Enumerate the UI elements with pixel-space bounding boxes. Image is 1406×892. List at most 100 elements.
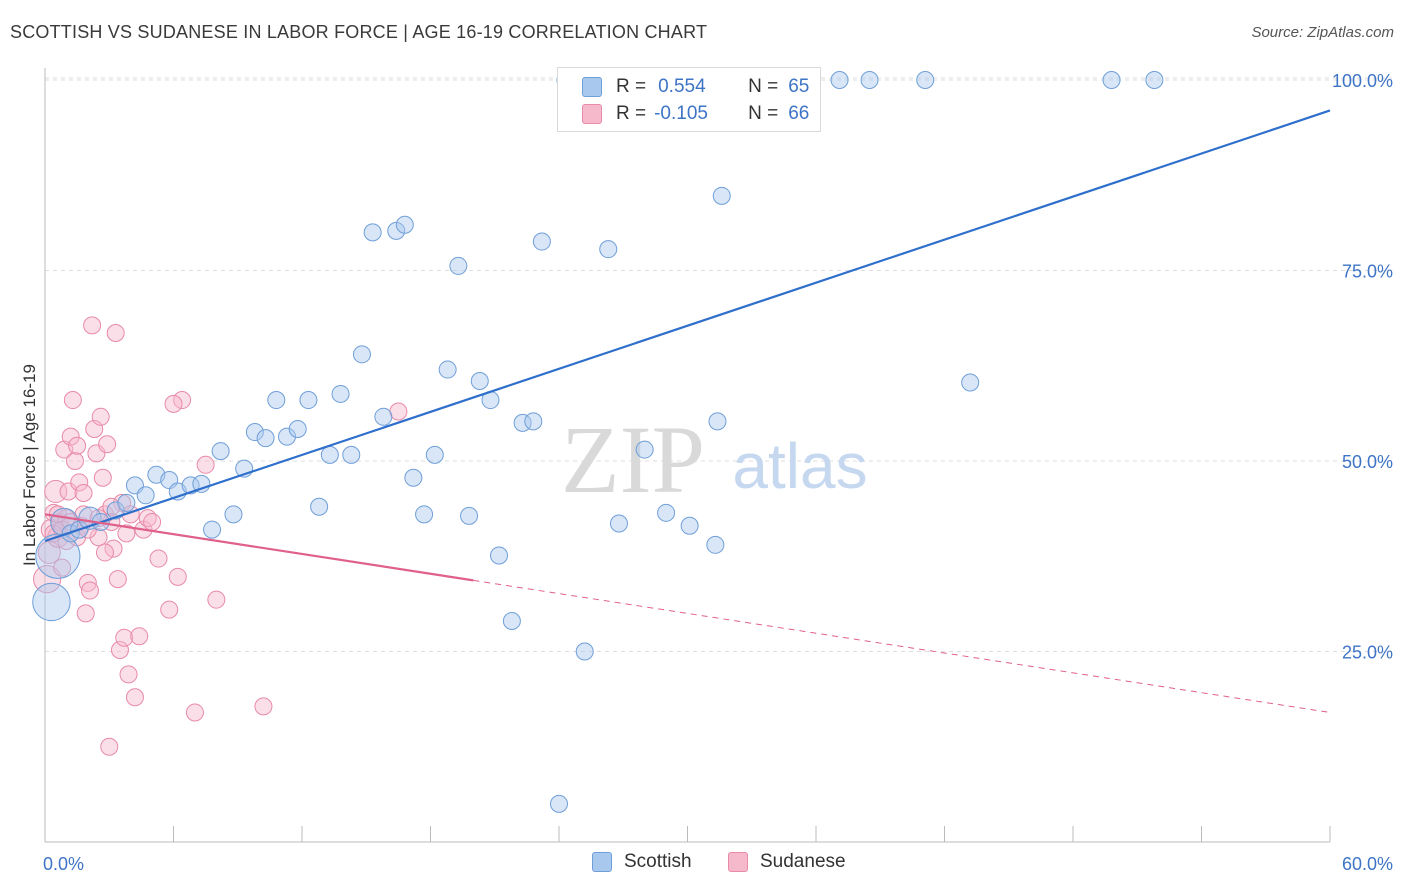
sudanese-point xyxy=(108,570,127,589)
scottish-point xyxy=(267,391,286,410)
scottish-point xyxy=(288,419,307,438)
sudanese-point xyxy=(100,737,119,756)
scottish-r-label: R = xyxy=(616,76,647,97)
sudanese-point xyxy=(74,484,93,503)
scottish-point xyxy=(609,514,628,533)
legend-item-scottish: Scottish xyxy=(592,851,692,873)
y-tick-label: 25.0% xyxy=(1342,643,1393,663)
scottish-point xyxy=(490,546,509,565)
sudanese-point xyxy=(80,581,99,600)
scottish-point xyxy=(320,445,339,464)
sudanese-point xyxy=(160,600,179,619)
scottish-point xyxy=(916,71,935,89)
sudanese-point xyxy=(106,323,125,342)
sudanese-point xyxy=(65,452,84,470)
scottish-point xyxy=(136,486,155,505)
scottish-point xyxy=(256,429,275,448)
scottish-point xyxy=(1145,71,1164,89)
scottish-point xyxy=(1102,71,1121,89)
scottish-point xyxy=(117,493,136,512)
tick-labels: 25.0% 50.0% 75.0% 100.0% 0.0% 60.0% xyxy=(43,71,1393,874)
scottish-point xyxy=(203,520,222,539)
source-label: Source: ZipAtlas.com xyxy=(1251,24,1394,41)
sudanese-point xyxy=(68,436,87,455)
sudanese-point xyxy=(149,549,168,568)
sudanese-point xyxy=(53,558,72,577)
scottish-point xyxy=(470,371,489,390)
sudanese-point xyxy=(44,479,68,504)
scottish-point xyxy=(245,423,264,442)
sudanese-legend-swatch xyxy=(728,852,748,872)
sudanese-point xyxy=(168,567,187,586)
chart-title: SCOTTISH VS SUDANESE IN LABOR FORCE | AG… xyxy=(10,22,708,42)
x-tick-label: 0.0% xyxy=(43,854,84,874)
correlation-legend: R = 0.554 N = 65 R = -0.105 N = 66 xyxy=(557,67,821,132)
sudanese-point xyxy=(104,539,123,558)
scottish-point xyxy=(502,612,521,631)
sudanese-point xyxy=(76,604,95,623)
sudanese-point xyxy=(93,468,112,487)
y-tick-label: 50.0% xyxy=(1342,452,1393,472)
sudanese-point xyxy=(83,316,102,335)
scottish-point xyxy=(310,497,329,516)
legend-row-sudanese: R = -0.105 N = 66 xyxy=(582,101,809,127)
scottish-point xyxy=(860,71,879,89)
scottish-swatch xyxy=(582,77,602,97)
sudanese-trend-line xyxy=(44,513,474,582)
sudanese-point xyxy=(173,391,192,410)
sudanese-point xyxy=(389,402,408,421)
scottish-point xyxy=(278,427,297,446)
sudanese-points xyxy=(33,316,408,756)
sudanese-n-label: N = xyxy=(748,103,779,124)
sudanese-point xyxy=(130,627,149,646)
watermark-zip: ZIP xyxy=(561,406,705,513)
sudanese-point xyxy=(115,628,134,647)
sudanese-point xyxy=(254,697,273,716)
scottish-point xyxy=(550,794,568,813)
scottish-point xyxy=(299,391,318,410)
trend-lines xyxy=(44,109,1331,713)
scottish-point xyxy=(363,223,382,242)
scottish-point xyxy=(830,71,849,89)
sudanese-point xyxy=(207,590,226,609)
scottish-point xyxy=(342,445,361,464)
sudanese-point xyxy=(61,427,80,446)
scottish-point xyxy=(32,582,71,622)
sudanese-point xyxy=(119,665,138,684)
sudanese-n-value: 66 xyxy=(788,103,810,124)
scottish-n-value: 65 xyxy=(788,76,810,97)
scottish-point xyxy=(706,535,725,554)
sudanese-point xyxy=(110,640,129,659)
scottish-point xyxy=(657,503,676,522)
sudanese-point xyxy=(78,573,97,592)
series-legend: Scottish Sudanese xyxy=(0,851,1406,877)
sudanese-point xyxy=(164,394,183,413)
y-tick-label: 75.0% xyxy=(1342,262,1393,282)
scottish-point xyxy=(635,440,654,459)
scottish-trend-line xyxy=(44,109,1331,543)
scottish-n-label: N = xyxy=(748,76,779,97)
scottish-point xyxy=(224,505,243,524)
sudanese-point xyxy=(117,524,136,543)
scottish-point xyxy=(438,360,457,379)
sudanese-point xyxy=(89,528,108,547)
sudanese-point xyxy=(98,435,117,454)
scottish-point xyxy=(599,240,618,259)
scottish-point xyxy=(449,256,468,275)
sudanese-r-value: -0.105 xyxy=(654,103,708,124)
scottish-point xyxy=(524,412,543,431)
sudanese-point xyxy=(33,565,62,594)
scottish-point xyxy=(425,445,444,464)
scottish-point xyxy=(404,468,423,487)
legend-row-scottish: R = 0.554 N = 65 xyxy=(582,74,809,100)
watermark-atlas: atlas xyxy=(732,430,867,502)
scottish-point xyxy=(712,186,731,205)
sudanese-r-label: R = xyxy=(616,103,647,124)
scottish-point xyxy=(961,373,980,392)
sudanese-point xyxy=(95,543,114,562)
scottish-point xyxy=(680,516,699,535)
sudanese-point xyxy=(143,512,162,531)
legend-item-sudanese: Sudanese xyxy=(728,851,846,873)
sudanese-point xyxy=(63,391,82,410)
